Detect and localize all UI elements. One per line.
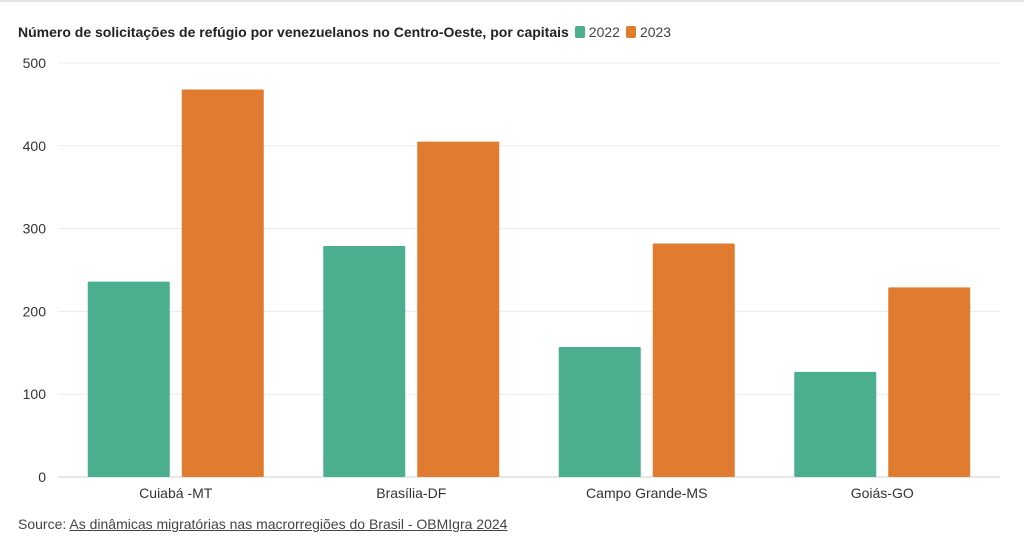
legend-item-2023[interactable]: 2023 xyxy=(625,24,672,40)
x-tick-label-1: Brasília-DF xyxy=(376,485,446,501)
legend-swatch-2023 xyxy=(625,26,636,38)
x-tick-label-2: Campo Grande-MS xyxy=(586,485,707,501)
bar-2022-2 xyxy=(558,347,641,477)
chart-header: Número de solicitações de refúgio por ve… xyxy=(18,22,677,42)
bar-2022-0 xyxy=(87,281,170,477)
y-tick-label-500: 500 xyxy=(23,55,47,71)
source-prefix: Source: xyxy=(18,516,70,532)
legend-label-2023: 2023 xyxy=(639,24,672,40)
top-divider xyxy=(0,0,1024,2)
source-line: Source: As dinâmicas migratórias nas mac… xyxy=(18,516,507,532)
y-tick-label-100: 100 xyxy=(23,386,47,402)
bar-2023-2 xyxy=(652,243,735,477)
legend-swatch-2022 xyxy=(574,26,585,38)
legend-label-2022: 2022 xyxy=(588,24,620,40)
x-tick-label-3: Goiás-GO xyxy=(851,485,914,501)
y-tick-label-0: 0 xyxy=(38,469,46,485)
legend-item-2022[interactable]: 2022 xyxy=(574,24,620,40)
y-tick-label-200: 200 xyxy=(23,303,47,319)
chart-title: Número de solicitações de refúgio por ve… xyxy=(18,24,569,40)
y-tick-label-400: 400 xyxy=(23,138,47,154)
y-tick-label-300: 300 xyxy=(23,221,47,237)
bar-2023-0 xyxy=(181,89,264,477)
source-link[interactable]: As dinâmicas migratórias nas macrorregiõ… xyxy=(69,516,508,532)
bar-2022-1 xyxy=(323,245,406,477)
bar-2023-3 xyxy=(888,287,971,477)
bar-2023-1 xyxy=(417,141,500,477)
bar-2022-3 xyxy=(794,371,877,477)
legend: 2022 2023 xyxy=(574,24,677,40)
x-tick-label-0: Cuiabá -MT xyxy=(139,485,213,501)
